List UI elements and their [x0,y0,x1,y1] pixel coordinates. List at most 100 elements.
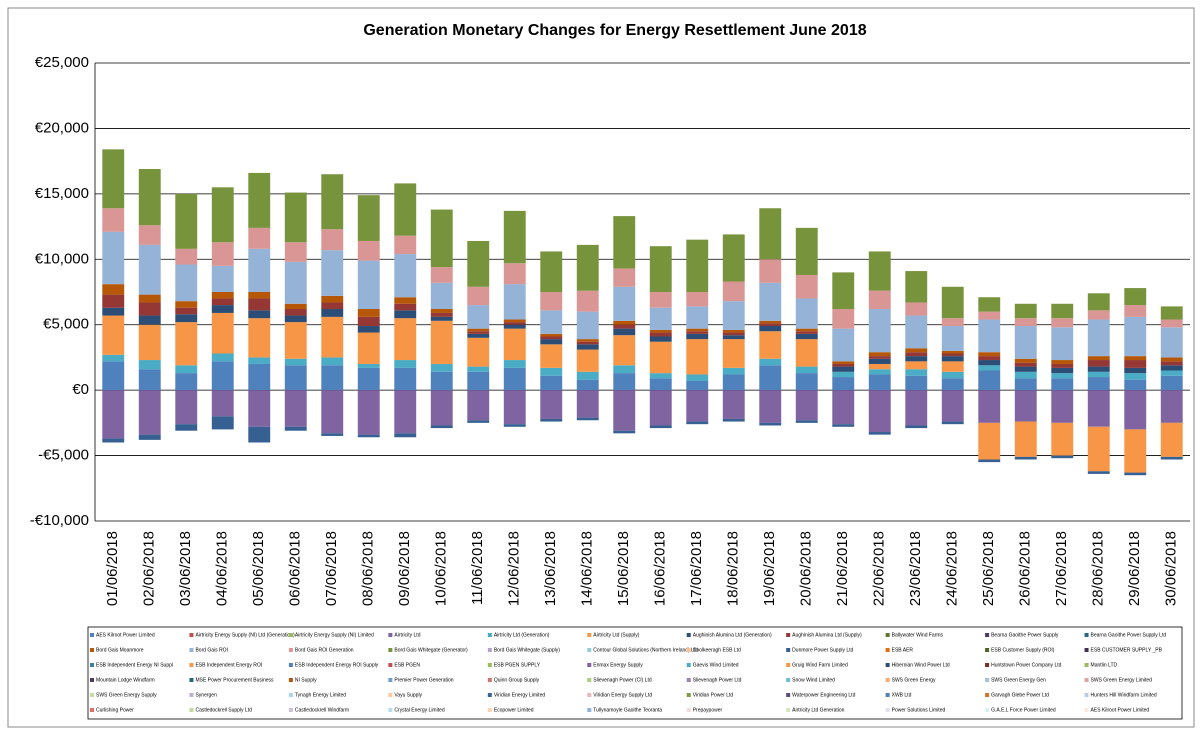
bar-segment [357,309,380,317]
bar-segment [978,390,1001,423]
bar-segment [138,294,161,303]
bar-segment [576,344,599,350]
legend-label: Slievenagh Power (CI) Ltd [593,677,652,683]
bar-segment [978,370,1001,391]
bar-segment [467,371,490,391]
bar-segment [613,365,636,374]
legend-label: Viridian Energy Limited [494,692,546,698]
bar-segment [686,328,709,332]
legend-label: Garvagh Glebe Power Ltd [991,692,1049,698]
bar-segment [795,333,818,340]
bar-segment [905,302,928,316]
legend-label: G.A.E.L Force Power Limited [991,707,1056,713]
bar-segment [284,315,307,323]
bar-segment [467,366,490,372]
bar-segment [321,250,344,296]
bar-segment [248,298,271,311]
bar-segment [321,302,344,310]
bar-segment [1160,422,1183,457]
legend-swatch [90,663,94,667]
legend-swatch [388,708,393,712]
legend-label: Ecopower Limited [494,707,534,713]
legend-swatch [90,693,94,697]
bar-segment [941,421,964,425]
bar-segment [138,369,161,391]
y-tick-label: €25,000 [35,54,89,71]
legend-swatch [189,693,194,697]
bar-segment [394,360,417,368]
bar-segment [284,390,307,427]
legend-label: SWS Green Energy Supply [96,692,157,698]
bar-segment [1087,360,1110,367]
bar-segment [211,361,234,391]
bar-segment [1124,288,1147,306]
bar-segment [613,430,636,434]
bar-segment [284,322,307,359]
y-tick-label: €20,000 [35,119,89,136]
bar-segment [248,172,271,228]
bar-segment [1160,375,1183,391]
bar-segment [357,326,380,333]
bar-segment [941,390,964,422]
bar-segment [576,417,599,421]
bar-segment [722,335,745,340]
legend-swatch [487,663,492,667]
bar-segment [1014,362,1037,367]
legend-swatch [487,708,492,712]
bar-segment [430,309,453,313]
bar-segment [467,420,490,423]
bar-segment [941,378,964,391]
legend-swatch [90,648,94,652]
bar-segment [467,337,490,367]
bar-segment [978,319,1001,353]
legend-swatch [885,708,890,712]
legend-label: ESB Customer Supply (ROI) [991,647,1055,653]
legend-swatch [189,663,194,667]
legend-label: Bord Gais Whitegate (Generator) [394,647,468,653]
bar-segment [357,367,380,391]
bar-segment [284,426,307,431]
bar-segment [905,356,928,362]
chart-title: Generation Monetary Changes for Energy R… [363,22,866,39]
x-tick-label: 17/06/2018 [688,531,705,606]
bar-segment [1051,363,1074,368]
legend-label: Airtricity Energy Supply (NI) Limited [295,632,374,638]
bar-segment [649,329,672,333]
bar-segment [248,390,271,427]
legend-label: Hibernian Wind Power Ltd [892,662,950,668]
bar-segment [503,210,526,264]
bar-segment [503,322,526,325]
legend-label: ESB PGEN SUPPLY [494,662,541,668]
bar-segment [211,353,234,362]
legend-swatch [1084,708,1089,712]
bar-segment [1087,310,1110,320]
legend-label: Airtricity Ltd (Generation) [494,632,550,638]
legend-swatch [686,663,691,667]
legend-swatch [686,678,691,682]
legend-swatch [985,648,990,652]
bar-segment [832,361,855,364]
bar-segment [1051,367,1074,374]
bar-segment [284,242,307,262]
legend-swatch [388,648,393,652]
legend-label: Mountain Lodge Windfarm [96,677,155,683]
bar-segment [613,373,636,391]
bar-segment [1160,361,1183,366]
legend-swatch [388,693,393,697]
bar-segment [102,438,125,443]
bar-segment [1014,371,1037,379]
bar-segment [430,320,453,364]
legend-swatch [487,633,492,637]
bar-segment [613,335,636,366]
bar-segment [357,195,380,241]
bar-segment [978,297,1001,312]
legend-label: Slievenagh Power Ltd [693,677,742,683]
bar-segment [649,341,672,374]
x-tick-label: 08/06/2018 [360,531,377,606]
legend-label: Crystal Energy Limited [394,707,445,713]
bar-segment [394,390,417,434]
bar-segment [248,310,271,319]
bar-segment [138,225,161,245]
x-tick-label: 27/06/2018 [1053,531,1070,606]
bar-segment [722,339,745,368]
